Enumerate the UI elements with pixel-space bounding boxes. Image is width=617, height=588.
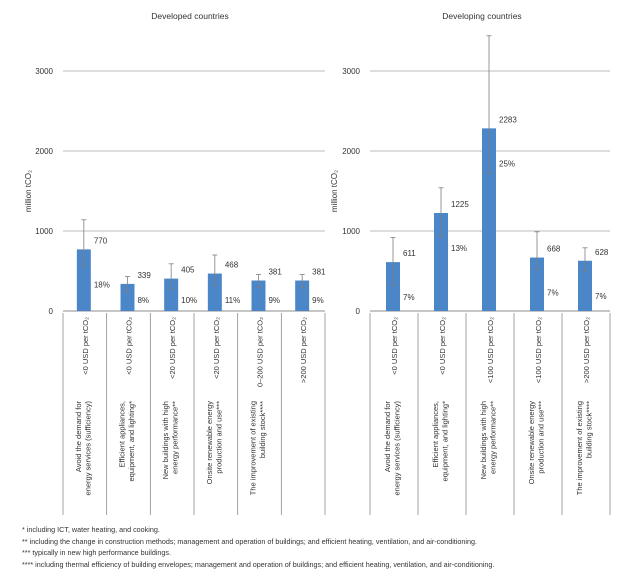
panel2-percent-label-5: 7%	[595, 292, 607, 301]
panel1-category-label-2-line-2: equipment, and lighting*	[127, 401, 136, 482]
panel1-cost-label-2: <0 USD per tCO₂	[125, 317, 134, 375]
footnotes: * including ICT, water heating, and cook…	[22, 524, 612, 570]
panel2-y-tick-2000: 2000	[342, 147, 360, 156]
panel2-bar-1	[386, 262, 400, 311]
panel2-bar-5	[578, 260, 592, 311]
panel1-bar-6	[295, 280, 310, 311]
panel1-percent-label-5: 9%	[268, 296, 280, 305]
panel1-cost-label-3: <20 USD per tCO₂	[168, 317, 177, 379]
panel1-percent-label-1: 18%	[94, 280, 110, 289]
panel1-percent-label-2: 8%	[137, 296, 149, 305]
panel1-percent-label-6: 9%	[312, 296, 324, 305]
panel1-category-label-5-line-2: building stock****	[258, 401, 267, 458]
panel2-cost-label-3: <100 USD per tCO₂	[486, 317, 495, 383]
footnote-4: **** including thermal efficiency of bui…	[22, 559, 495, 569]
panel1-cost-label-6: >200 USD per tCO₂	[299, 317, 308, 383]
panel1-y-tick-0: 0	[49, 307, 54, 316]
panel1-cost-label-1: <0 USD per tCO₂	[81, 317, 90, 375]
panel1-value-label-4: 468	[225, 261, 239, 270]
panel1-percent-label-3: 10%	[181, 296, 197, 305]
panel1-y-tick-3000: 3000	[35, 67, 53, 76]
panel1-percent-label-4: 11%	[225, 296, 240, 305]
panel2-cost-label-1: <0 USD per tCO₂	[390, 317, 399, 375]
panel1-category-label-1-line-2: energy services (sufficiency)	[83, 401, 92, 496]
panel1-value-label-6: 381	[312, 268, 326, 277]
footnote-2: ** including the change in construction …	[22, 536, 477, 546]
panel1-category-label-4-line-2: production and use***	[214, 401, 223, 474]
panel2-category-label-1-line-2: energy services (sufficiency)	[393, 401, 402, 496]
panel2-bar-4	[530, 257, 544, 311]
panel1-bar-3	[164, 278, 179, 311]
panel1-category-label-3-line-2: energy performance**	[171, 401, 180, 474]
panel2-y-tick-0: 0	[356, 307, 361, 316]
panel1-bar-2	[120, 283, 135, 311]
panel2-percent-label-3: 25%	[499, 159, 515, 168]
panel1-value-label-1: 770	[94, 236, 108, 245]
panel2-value-label-4: 668	[547, 245, 561, 254]
panel2-category-label-2-line-2: equipment, and lighting*	[441, 401, 450, 482]
panel2-category-label-5-line-2: building stock****	[585, 401, 594, 458]
panel1-y-axis-label: million tCO₂	[24, 170, 33, 212]
panel2-y-tick-3000: 3000	[342, 67, 360, 76]
panel1-bar-1	[76, 249, 91, 311]
panel1-bar-4	[207, 273, 222, 311]
panel1-y-tick-2000: 2000	[35, 147, 53, 156]
panel1-category-label-5-line-1: The improvement of existing	[249, 401, 258, 495]
panel1-y-tick-1000: 1000	[35, 227, 53, 236]
panel2-category-label-4-line-1: Onsite renewable energy	[527, 401, 536, 485]
panel1-cost-label-5: 0–200 USD per tCO₂	[256, 317, 265, 387]
panel1-bar-5	[251, 280, 266, 311]
panel1-category-label-2-line-1: Efficient appliances,	[118, 401, 127, 468]
panel1-value-label-5: 381	[268, 268, 282, 277]
panel2-y-tick-1000: 1000	[342, 227, 360, 236]
panel1-category-label-3-line-1: New buildings with high	[161, 401, 170, 479]
panel1-category-label-4-line-1: Onsite renewable energy	[205, 401, 214, 485]
panel2-category-label-2-line-1: Efficient appliances,	[431, 401, 440, 468]
panel2-cost-label-2: <0 USD per tCO₂	[438, 317, 447, 375]
footnote-3: *** typically in new high performance bu…	[22, 548, 172, 558]
panel2-title: Developing countries	[442, 11, 521, 21]
panel1-value-label-2: 339	[137, 271, 151, 280]
footnote-1: * including ICT, water heating, and cook…	[22, 525, 160, 534]
panel2-category-label-3-line-1: New buildings with high	[479, 401, 488, 479]
panel2-cost-label-5: >200 USD per tCO₂	[582, 317, 591, 383]
panel2-y-axis-label: million tCO₂	[330, 170, 339, 212]
panel2-bar-2	[434, 213, 448, 311]
panel2-value-label-3: 2283	[499, 115, 517, 124]
panel2-percent-label-2: 13%	[451, 244, 467, 253]
panel1-value-label-3: 405	[181, 266, 195, 275]
panel2-percent-label-1: 7%	[403, 293, 415, 302]
panel2-value-label-2: 1225	[451, 200, 469, 209]
panel2-category-label-3-line-2: energy performance**	[489, 401, 498, 474]
panel1-title: Developed countries	[151, 11, 229, 21]
panel2-percent-label-4: 7%	[547, 289, 559, 298]
panel2-bar-3	[482, 128, 496, 311]
panel2-cost-label-4: <100 USD per tCO₂	[534, 317, 543, 383]
panel1-cost-label-4: <20 USD per tCO₂	[212, 317, 221, 379]
panel2-value-label-5: 628	[595, 248, 609, 257]
panel2-category-label-4-line-2: production and use***	[537, 401, 546, 474]
panel1-category-label-1-line-1: Avoid the demand for	[74, 401, 83, 473]
panel2-category-label-1-line-1: Avoid the demand for	[383, 401, 392, 473]
panel2-category-label-5-line-1: The improvement of existing	[575, 401, 584, 495]
panel2-value-label-1: 611	[403, 249, 416, 258]
